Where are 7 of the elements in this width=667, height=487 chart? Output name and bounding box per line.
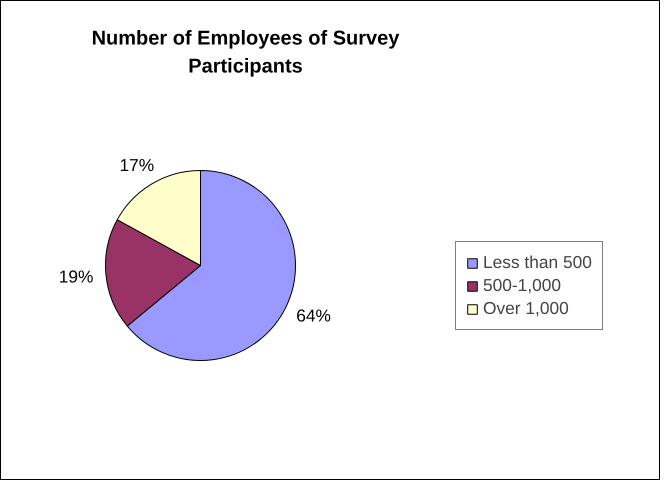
legend-label: 500-1,000 — [483, 275, 562, 296]
data-label: 64% — [296, 305, 331, 326]
legend-label: Less than 500 — [483, 252, 592, 273]
legend-label: Over 1,000 — [483, 298, 569, 319]
data-label: 19% — [58, 266, 94, 287]
data-label: 17% — [120, 154, 154, 175]
chart-title: Number of Employees of Survey Participants — [92, 28, 400, 78]
